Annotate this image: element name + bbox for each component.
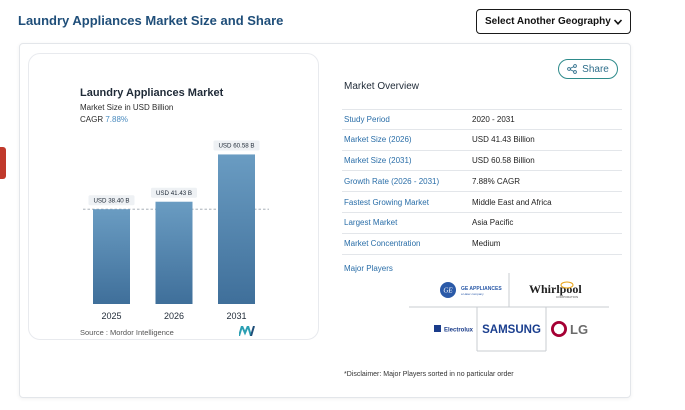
- overview-row: Largest Market Asia Pacific: [342, 213, 622, 234]
- share-icon: [567, 64, 578, 74]
- overview-row: Market Size (2031) USD 60.58 Billion: [342, 151, 622, 172]
- overview-row: Fastest Growing Market Middle East and Af…: [342, 192, 622, 213]
- overview-value: 7.88% CAGR: [472, 176, 521, 186]
- x-tick-label: 2025: [101, 311, 121, 321]
- data-label: USD 38.40 B: [93, 198, 129, 205]
- bar-2031[interactable]: [218, 154, 255, 304]
- x-tick-label: 2031: [226, 311, 246, 321]
- cagr-label: CAGR: [80, 115, 104, 124]
- overview-key[interactable]: Growth Rate (2026 - 2031): [344, 176, 440, 186]
- lg-logo-text: LG: [570, 322, 588, 337]
- market-card: Laundry Appliances Market Market Size in…: [19, 43, 631, 398]
- samsung-logo: SAMSUNG: [482, 324, 541, 336]
- market-overview-table: Study Period 2020 - 2031 Market Size (202…: [342, 109, 622, 255]
- overview-value: USD 60.58 Billion: [472, 155, 535, 165]
- overview-key[interactable]: Largest Market: [344, 218, 398, 228]
- overview-row: Market Concentration Medium: [342, 234, 622, 255]
- bar-2025[interactable]: [93, 209, 130, 304]
- chart-title: Laundry Appliances Market: [80, 87, 224, 99]
- market-overview-title: Market Overview: [344, 81, 420, 92]
- overview-key[interactable]: Market Size (2026): [344, 135, 412, 145]
- share-button[interactable]: Share: [558, 59, 618, 79]
- overview-key[interactable]: Fastest Growing Market: [344, 197, 429, 207]
- whirlpool-logo-subtext: CORPORATION: [556, 295, 578, 299]
- share-label: Share: [582, 63, 609, 75]
- overview-key[interactable]: Market Concentration: [344, 239, 421, 249]
- overview-key[interactable]: Market Size (2031): [344, 155, 412, 165]
- whirlpool-logo-text: Whirlpool: [529, 282, 582, 296]
- cagr-value: 7.88%: [105, 115, 129, 124]
- major-players-label[interactable]: Major Players: [344, 264, 393, 273]
- data-label-bg: [88, 195, 135, 206]
- geography-select[interactable]: Select Another Geography: [476, 9, 631, 34]
- overview-row: Growth Rate (2026 - 2031) 7.88% CAGR: [342, 171, 622, 193]
- overview-value: Medium: [472, 239, 501, 249]
- electrolux-logo-text: Electrolux: [444, 328, 474, 334]
- chart-panel: Laundry Appliances Market Market Size in…: [28, 53, 319, 340]
- svg-text:GE: GE: [443, 287, 453, 295]
- ge-logo-subtext: a Haier company: [461, 292, 484, 296]
- bar-chart: USD 38.40 B 2025 USD 41.43 B 2026 USD 60.58 …: [83, 140, 269, 321]
- data-label: USD 41.43 B: [156, 190, 192, 197]
- chart-source: Source : Mordor Intelligence: [80, 328, 174, 337]
- mordor-intelligence-logo: [239, 326, 255, 336]
- overview-value: Asia Pacific: [472, 218, 514, 228]
- overview-value: Middle East and Africa: [472, 197, 552, 207]
- x-tick-label: 2026: [164, 311, 184, 321]
- chart-subtitle: Market Size in USD Billion: [80, 103, 174, 112]
- chevron-down-icon: [613, 18, 623, 25]
- electrolux-logo: Electrolux: [434, 325, 474, 334]
- major-players-logos: GE GE APPLIANCES a Haier company Whirlpo…: [409, 273, 609, 352]
- geography-select-label: Select Another Geography: [485, 16, 611, 27]
- side-feedback-tab[interactable]: [0, 147, 6, 179]
- bar-2026[interactable]: [155, 201, 193, 304]
- data-label-bg: [151, 187, 197, 198]
- samsung-logo-text: SAMSUNG: [482, 324, 541, 336]
- overview-value: 2020 - 2031: [472, 114, 515, 124]
- overview-value: USD 41.43 Billion: [472, 135, 535, 145]
- overview-row: Market Size (2026) USD 41.43 Billion: [342, 130, 622, 151]
- data-label-bg: [213, 140, 260, 151]
- overview-key[interactable]: Study Period: [344, 114, 390, 124]
- whirlpool-logo: Whirlpool CORPORATION: [529, 281, 582, 299]
- ge-appliances-logo: GE GE APPLIANCES a Haier company: [440, 282, 502, 298]
- data-label: USD 60.58 B: [218, 143, 254, 150]
- page-title: Laundry Appliances Market Size and Share: [18, 13, 284, 28]
- ge-logo-text: GE APPLIANCES: [461, 286, 502, 292]
- chart-cagr: CAGR 7.88%: [80, 115, 128, 124]
- overview-row: Study Period 2020 - 2031: [342, 109, 622, 130]
- players-disclaimer: *Disclaimer: Major Players sorted in no …: [344, 371, 514, 378]
- lg-logo: LG: [551, 321, 588, 337]
